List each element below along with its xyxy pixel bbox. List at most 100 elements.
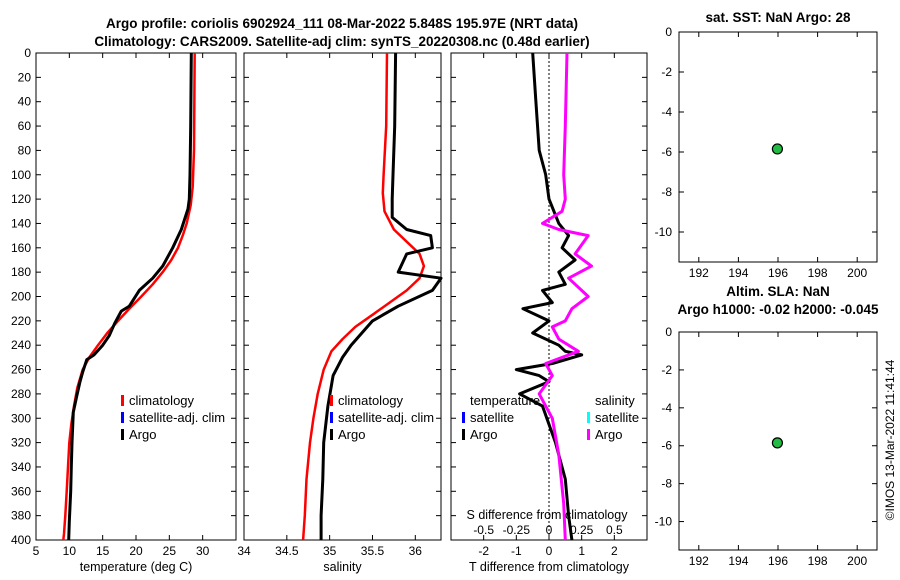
sst-ytick-label: -8 [661, 185, 672, 199]
salinity-legend-label: satellite-adj. clim [338, 410, 434, 425]
temperature-ytick-label: 120 [11, 192, 31, 206]
temperature-legend-swatch [121, 412, 124, 423]
sla-ytick-label: 0 [665, 325, 672, 339]
difference-legend-temperature-swatch [462, 412, 465, 423]
difference-xtick-label: 0 [546, 544, 553, 558]
temperature-ytick-label: 380 [11, 509, 31, 523]
temperature-xtick-label: 30 [196, 544, 210, 558]
sla-xtick-label: 194 [728, 554, 748, 568]
sla-xtick-label: 198 [808, 554, 828, 568]
salinity-legend-swatch [330, 429, 333, 440]
difference-xtick-label: 1 [578, 544, 585, 558]
sla-ytick-label: -8 [661, 477, 672, 491]
sst-xtick-label: 192 [689, 266, 709, 280]
temperature-series-climatology [62, 52, 196, 541]
sst-point-marker [771, 143, 784, 155]
sst-xtick-label: 200 [847, 266, 867, 280]
difference-legend-temperature-swatch [462, 429, 465, 440]
salinity-legend-label: climatology [338, 393, 404, 408]
difference-legend-temperature-label: satellite [470, 410, 514, 425]
difference-legend-salinity-swatch [587, 429, 590, 440]
figure-title-line1: Argo profile: coriolis 6902924_111 08-Ma… [106, 16, 578, 31]
temperature-ytick-label: 340 [11, 460, 31, 474]
sst-ytick-label: 0 [665, 25, 672, 39]
temperature-xtick-label: 5 [33, 544, 40, 558]
difference-legend-salinity-swatch [587, 412, 590, 423]
salinity-xtick-label: 35.5 [361, 544, 385, 558]
temperature-ytick-label: 40 [18, 95, 32, 109]
salinity-frame [243, 52, 442, 541]
salinity-legend-swatch [330, 412, 333, 423]
temperature-xtick-label: 20 [129, 544, 143, 558]
temperature-ytick-label: 320 [11, 436, 31, 450]
difference-s-xlabel: S difference from climatology [467, 508, 629, 522]
temperature-legend-swatch [121, 429, 124, 440]
sst-ytick-label: -4 [661, 105, 672, 119]
temperature-ytick-label: 400 [11, 533, 31, 547]
difference-series-s-difference-argo [537, 52, 593, 541]
temperature-ytick-label: 80 [18, 143, 32, 157]
difference-xtick-label: -2 [478, 544, 489, 558]
sla-xtick-label: 192 [689, 554, 709, 568]
sla-ytick-label: -2 [661, 363, 672, 377]
temperature-ytick-label: 240 [11, 338, 31, 352]
sla-point-marker [771, 437, 784, 449]
difference-s-tick-label: -0.25 [503, 523, 531, 537]
salinity-xtick-label: 36 [409, 544, 423, 558]
temperature-xtick-label: 10 [63, 544, 77, 558]
figure-title-line2: Climatology: CARS2009. Satellite-adj cli… [94, 34, 589, 49]
temperature-xtick-label: 15 [96, 544, 110, 558]
temperature-legend-label: climatology [129, 393, 195, 408]
sst-title: sat. SST: NaN Argo: 28 [705, 10, 851, 25]
temperature-legend-swatch [121, 395, 124, 406]
temperature-series-argo [67, 52, 193, 541]
temperature-ytick-label: 360 [11, 484, 31, 498]
temperature-ytick-label: 220 [11, 314, 31, 328]
sla-ytick-label: -6 [661, 439, 672, 453]
salinity-xtick-label: 34.5 [275, 544, 299, 558]
salinity-series-argo [319, 52, 443, 540]
sst-ytick-label: -2 [661, 65, 672, 79]
difference-s-tick-label: 0.5 [606, 523, 623, 537]
salinity-legend-label: Argo [338, 427, 365, 442]
temperature-ytick-label: 260 [11, 363, 31, 377]
sla-ytick-label: -4 [661, 401, 672, 415]
temperature-legend-label: Argo [129, 427, 156, 442]
temperature-ytick-label: 180 [11, 265, 31, 279]
difference-legend-salinity-label: Argo [595, 427, 622, 442]
difference-legend-salinity-label: satellite [595, 410, 639, 425]
temperature-ytick-label: 280 [11, 387, 31, 401]
temperature-ytick-label: 0 [24, 46, 31, 60]
sst-ytick-label: -10 [655, 225, 673, 239]
salinity-xtick-label: 34 [237, 544, 251, 558]
sla-xtick-label: 200 [847, 554, 867, 568]
sla-title-line1: Altim. SLA: NaN [726, 284, 830, 299]
sst-xtick-label: 198 [808, 266, 828, 280]
imos-stamp: ©IMOS 13-Mar-2022 11:41:44 [883, 359, 897, 520]
difference-xtick-label: 2 [611, 544, 618, 558]
temperature-legend-label: satellite-adj. clim [129, 410, 225, 425]
temperature-ytick-label: 20 [18, 70, 32, 84]
temperature-xtick-label: 25 [163, 544, 177, 558]
sst-xtick-label: 196 [768, 266, 788, 280]
sst-xtick-label: 194 [728, 266, 748, 280]
difference-xlabel: T difference from climatology [469, 560, 630, 574]
sla-xtick-label: 196 [768, 554, 788, 568]
temperature-ytick-label: 160 [11, 241, 31, 255]
difference-s-tick-label: -0.5 [473, 523, 494, 537]
sla-title-line2: Argo h1000: -0.02 h2000: -0.045 [677, 302, 879, 317]
temperature-xlabel: temperature (deg C) [80, 560, 193, 574]
difference-legend-temperature-label: Argo [470, 427, 497, 442]
salinity-series-climatology [301, 52, 426, 541]
difference-legend-temperature-header: temperature [470, 393, 540, 408]
temperature-ytick-label: 100 [11, 168, 31, 182]
difference-legend-salinity-header: salinity [595, 393, 635, 408]
temperature-ytick-label: 140 [11, 216, 31, 230]
salinity-xtick-label: 35 [323, 544, 337, 558]
sst-ytick-label: -6 [661, 145, 672, 159]
difference-s-tick-label: 0 [546, 523, 553, 537]
salinity-legend-swatch [330, 395, 333, 406]
sla-ytick-label: -10 [655, 515, 673, 529]
temperature-ytick-label: 60 [18, 119, 32, 133]
